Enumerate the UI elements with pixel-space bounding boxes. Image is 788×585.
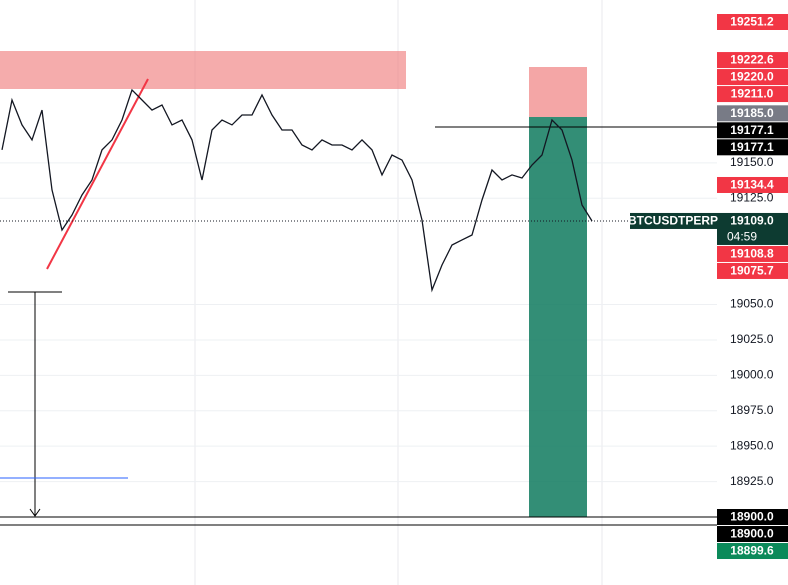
- grid-layer: [194, 0, 603, 585]
- price-badge: [717, 212, 788, 245]
- price-badge-label: 19075.7: [730, 264, 774, 278]
- countdown: 04:59: [727, 230, 757, 244]
- price-badge-label: 19177.1: [730, 140, 774, 154]
- price-badge-label: 19108.8: [730, 247, 774, 261]
- y-tick-label: 19050.0: [730, 297, 774, 311]
- price-badge-label: 19177.1: [730, 123, 774, 137]
- price-badge: [717, 262, 788, 279]
- price-badge-label: 18900.0: [730, 510, 774, 524]
- stop-zone: [529, 67, 587, 117]
- price-badge-label: 19222.6: [730, 53, 774, 67]
- drawings: [0, 51, 717, 526]
- symbol-label: BTCUSDTPERP: [628, 214, 718, 228]
- y-tick-label: 19150.0: [730, 155, 774, 169]
- y-tick-label: 19025.0: [730, 332, 774, 346]
- price-badge: [717, 139, 788, 156]
- price-badge: [717, 69, 788, 86]
- price-badge-label: 18900.0: [730, 527, 774, 541]
- y-tick-label: 18975.0: [730, 403, 774, 417]
- price-badge: [717, 52, 788, 69]
- arrow-head: [29, 508, 41, 517]
- price-badge-label: 19211.0: [731, 87, 774, 101]
- price-badge-label: 18899.6: [730, 544, 774, 558]
- price-badge: [717, 509, 788, 526]
- y-tick-label: 18950.0: [730, 438, 774, 452]
- price-badge-label: 19220.0: [730, 70, 774, 84]
- price-badge-label: 19134.4: [730, 178, 774, 192]
- price-badge-label: 19109.0: [730, 214, 774, 228]
- y-tick-label: 19125.0: [730, 190, 774, 204]
- price-badge: [717, 86, 788, 103]
- price-badge: [717, 543, 788, 560]
- price-badge-label: 19251.2: [730, 15, 774, 29]
- price-badge: [717, 105, 788, 122]
- price-badge: [717, 122, 788, 139]
- symbol-badge: [630, 212, 717, 229]
- y-tick-label: 18925.0: [730, 474, 774, 488]
- price-badge: [717, 14, 788, 30]
- price-badge-label: 19185.0: [730, 106, 774, 120]
- price-badge: [717, 526, 788, 543]
- price-badge: [717, 176, 788, 193]
- y-tick-label: 19000.0: [730, 368, 774, 382]
- supply-zone: [0, 51, 406, 89]
- price-badge: [717, 245, 788, 262]
- trend-line: [46, 78, 149, 270]
- target-zone: [529, 117, 587, 517]
- price-line: [1, 88, 593, 293]
